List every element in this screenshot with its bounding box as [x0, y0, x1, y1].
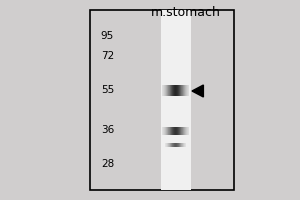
Bar — [179, 85, 180, 96]
Bar — [172, 85, 173, 96]
Bar — [162, 85, 163, 96]
Text: m.stomach: m.stomach — [151, 6, 221, 19]
Bar — [174, 85, 175, 96]
Bar — [160, 10, 190, 190]
Bar — [167, 127, 168, 135]
Bar — [169, 127, 170, 135]
Bar — [90, 10, 234, 190]
Bar — [180, 127, 181, 135]
Bar — [185, 127, 186, 135]
Bar — [183, 127, 184, 135]
Bar — [171, 85, 172, 96]
Bar — [177, 127, 178, 135]
Bar — [177, 85, 178, 96]
Bar — [186, 85, 187, 96]
Bar — [179, 127, 180, 135]
Bar — [181, 85, 182, 96]
Bar — [181, 127, 182, 135]
Bar — [171, 127, 172, 135]
Bar — [169, 85, 170, 96]
Bar — [168, 85, 169, 96]
Bar — [183, 85, 184, 96]
Bar — [167, 85, 168, 96]
Bar — [163, 127, 164, 135]
Bar — [170, 85, 171, 96]
Bar — [188, 85, 189, 96]
Text: 36: 36 — [101, 125, 114, 135]
Bar — [178, 85, 179, 96]
Bar — [169, 127, 170, 135]
Polygon shape — [192, 85, 203, 97]
Bar — [184, 127, 185, 135]
Bar — [162, 127, 163, 135]
Bar — [184, 85, 185, 96]
Bar — [164, 85, 165, 96]
Bar — [187, 127, 188, 135]
Bar — [175, 127, 176, 135]
Bar — [170, 127, 171, 135]
Bar — [186, 127, 187, 135]
Text: 55: 55 — [101, 85, 114, 95]
Bar — [182, 85, 183, 96]
Bar — [165, 127, 166, 135]
Bar — [175, 85, 176, 96]
Bar — [166, 127, 167, 135]
Bar — [178, 127, 179, 135]
Bar — [185, 85, 186, 96]
Bar — [168, 127, 169, 135]
Text: 72: 72 — [101, 51, 114, 61]
Bar — [173, 127, 174, 135]
Text: 95: 95 — [101, 31, 114, 41]
Bar — [176, 127, 177, 135]
Bar — [174, 127, 175, 135]
Bar — [169, 85, 170, 96]
Bar — [180, 85, 181, 96]
Bar — [165, 85, 166, 96]
Bar — [164, 127, 165, 135]
Bar — [188, 127, 189, 135]
Bar — [187, 85, 188, 96]
Bar — [173, 85, 174, 96]
Bar — [182, 127, 183, 135]
Bar — [163, 85, 164, 96]
Bar — [166, 85, 167, 96]
Text: 28: 28 — [101, 159, 114, 169]
Bar — [176, 85, 177, 96]
Bar — [172, 127, 173, 135]
